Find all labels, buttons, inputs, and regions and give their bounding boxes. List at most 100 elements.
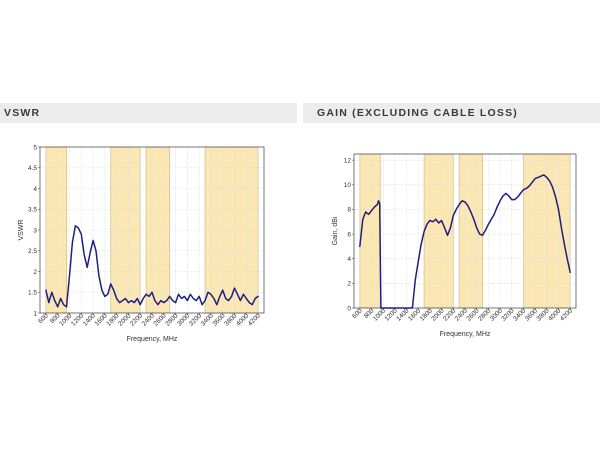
vswr-data-point-0-47 bbox=[184, 296, 185, 297]
gain-data-point-0-28 bbox=[453, 215, 454, 216]
gain-data-point-0-61 bbox=[549, 181, 550, 182]
vswr-data-point-0-60 bbox=[222, 290, 223, 291]
vswr-ytick-label-8: 5 bbox=[33, 144, 37, 151]
gain-data-point-0-42 bbox=[494, 214, 495, 215]
vswr-data-point-0-37 bbox=[154, 300, 155, 301]
vswr-data-point-0-23 bbox=[113, 290, 114, 291]
vswr-data-point-0-35 bbox=[148, 296, 149, 297]
vswr-data-point-0-54 bbox=[204, 300, 205, 301]
vswr-data-point-0-72 bbox=[258, 296, 259, 297]
gain-data-point-0-20 bbox=[429, 220, 430, 221]
gain-band-2 bbox=[458, 153, 483, 309]
gain-data-point-0-3 bbox=[368, 214, 369, 215]
vswr-data-point-0-57 bbox=[213, 298, 214, 299]
gain-data-point-0-54 bbox=[529, 185, 530, 186]
vswr-data-point-0-39 bbox=[160, 300, 161, 301]
vswr-ytick-label-5: 3.5 bbox=[28, 207, 37, 214]
gain-data-point-0-53 bbox=[526, 188, 527, 189]
gain-ytick-label-3: 6 bbox=[347, 231, 351, 238]
vswr-panel-header: VSWR bbox=[0, 103, 297, 123]
vswr-data-point-0-64 bbox=[234, 288, 235, 289]
gain-data-point-0-11 bbox=[383, 307, 384, 308]
vswr-data-point-0-38 bbox=[157, 304, 158, 305]
vswr-data-point-0-41 bbox=[166, 300, 167, 301]
vswr-data-point-0-46 bbox=[181, 298, 182, 299]
gain-data-point-0-48 bbox=[511, 199, 512, 200]
vswr-data-point-0-34 bbox=[146, 294, 147, 295]
gain-data-point-0-8 bbox=[379, 203, 380, 204]
vswr-y-axis-label: VSWR bbox=[18, 220, 25, 241]
vswr-data-point-0-17 bbox=[95, 250, 96, 251]
gain-data-point-0-60 bbox=[546, 177, 547, 178]
vswr-data-point-0-53 bbox=[202, 304, 203, 305]
gain-ytick-label-4: 8 bbox=[347, 207, 351, 214]
vswr-data-point-0-2 bbox=[51, 292, 52, 293]
vswr-data-point-0-15 bbox=[90, 252, 91, 253]
gain-series-line-0 bbox=[359, 174, 571, 309]
gain-data-point-0-35 bbox=[473, 219, 474, 220]
vswr-data-point-0-6 bbox=[63, 304, 64, 305]
gain-data-point-0-56 bbox=[535, 178, 536, 179]
vswr-data-point-0-0 bbox=[45, 290, 46, 291]
gain-chart: 600 8001000120014001600180020002200240026… bbox=[332, 153, 577, 338]
gain-data-point-0-46 bbox=[505, 193, 506, 194]
gain-data-point-0-64 bbox=[558, 209, 559, 210]
gain-ytick-label-2: 4 bbox=[347, 256, 351, 263]
gain-data-point-0-39 bbox=[485, 230, 486, 231]
gain-data-point-0-36 bbox=[476, 227, 477, 228]
gain-band-0 bbox=[359, 153, 381, 309]
gain-xtick-label-18: 4200 bbox=[559, 307, 574, 322]
gain-y-axis-label: Gain, dBi bbox=[332, 216, 339, 245]
vswr-data-point-0-55 bbox=[207, 292, 208, 293]
gain-data-point-0-32 bbox=[464, 201, 465, 202]
vswr-data-point-0-32 bbox=[140, 304, 141, 305]
gain-ytick-label-6: 12 bbox=[344, 157, 352, 164]
gain-data-point-0-19 bbox=[426, 224, 427, 225]
vswr-data-point-0-30 bbox=[134, 302, 135, 303]
vswr-data-point-0-16 bbox=[92, 240, 93, 241]
gain-data-point-0-40 bbox=[488, 224, 489, 225]
vswr-data-point-0-31 bbox=[137, 298, 138, 299]
gain-xtick-label-0: 600 bbox=[351, 307, 364, 320]
vswr-ytick-label-0: 1 bbox=[33, 310, 37, 317]
vswr-data-point-0-22 bbox=[110, 283, 111, 284]
gain-data-point-0-57 bbox=[537, 177, 538, 178]
vswr-data-point-0-52 bbox=[199, 296, 200, 297]
gain-x-axis-label: Frequency, MHz bbox=[440, 331, 491, 338]
gain-data-point-0-62 bbox=[552, 187, 553, 188]
gain-data-point-0-67 bbox=[567, 258, 568, 259]
vswr-data-point-0-4 bbox=[57, 306, 58, 307]
vswr-data-point-0-14 bbox=[87, 267, 88, 268]
gain-panel-body: 600 800 1000 1200 1400 1600 1800 2000 2200 2400 26… bbox=[303, 123, 600, 343]
vswr-data-point-0-36 bbox=[151, 292, 152, 293]
vswr-data-point-0-59 bbox=[219, 296, 220, 297]
gain-data-point-0-5 bbox=[374, 206, 375, 207]
vswr-data-point-0-9 bbox=[72, 242, 73, 243]
gain-data-point-0-24 bbox=[441, 220, 442, 221]
gain-panel-title: GAIN (EXCLUDING CABLE LOSS) bbox=[317, 107, 518, 119]
vswr-data-point-0-21 bbox=[107, 294, 108, 295]
vswr-data-point-0-56 bbox=[210, 294, 211, 295]
vswr-ytick-label-2: 2 bbox=[33, 269, 37, 276]
gain-panel-header: GAIN (EXCLUDING CABLE LOSS) bbox=[303, 103, 600, 123]
vswr-data-point-0-26 bbox=[122, 300, 123, 301]
vswr-data-point-0-40 bbox=[163, 302, 164, 303]
gain-data-point-0-44 bbox=[499, 200, 500, 201]
vswr-ytick-label-7: 4.5 bbox=[28, 165, 37, 172]
gain-ytick-label-5: 10 bbox=[344, 182, 352, 189]
gain-data-point-0-30 bbox=[459, 204, 460, 205]
vswr-data-point-0-61 bbox=[225, 298, 226, 299]
vswr-ytick-label-6: 4 bbox=[33, 186, 37, 193]
gain-data-point-0-34 bbox=[470, 211, 471, 212]
vswr-panel-title: VSWR bbox=[4, 107, 41, 119]
gain-data-point-0-38 bbox=[482, 235, 483, 236]
vswr-data-point-0-10 bbox=[75, 225, 76, 226]
vswr-panel: VSWR 600 800 1000 1200 1400 1600 1800 2000 2200 2… bbox=[0, 103, 297, 343]
vswr-ytick-label-3: 2.5 bbox=[28, 248, 37, 255]
gain-data-point-0-23 bbox=[438, 222, 439, 223]
gain-data-point-0-49 bbox=[514, 199, 515, 200]
vswr-data-point-0-66 bbox=[240, 300, 241, 301]
gain-data-point-0-18 bbox=[424, 231, 425, 232]
vswr-data-point-0-27 bbox=[125, 298, 126, 299]
vswr-data-point-0-71 bbox=[255, 298, 256, 299]
